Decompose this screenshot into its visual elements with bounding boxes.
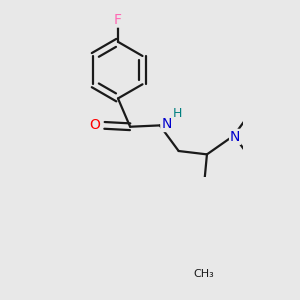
Text: N: N — [161, 117, 172, 131]
Text: N: N — [230, 130, 240, 144]
Text: H: H — [172, 107, 182, 120]
Text: CH₃: CH₃ — [193, 269, 214, 279]
Text: F: F — [114, 13, 122, 27]
Text: O: O — [90, 118, 101, 132]
